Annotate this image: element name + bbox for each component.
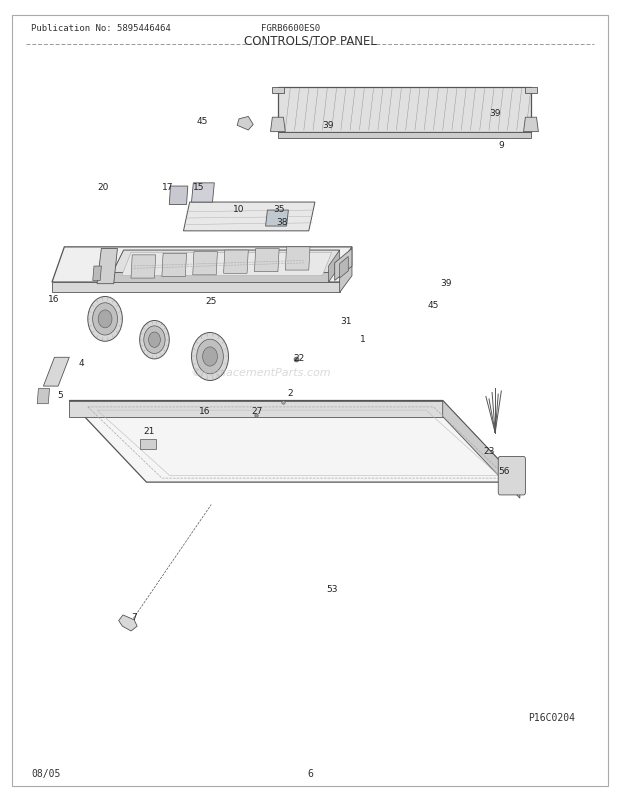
Text: FGRB6600ES0: FGRB6600ES0	[260, 24, 320, 33]
Circle shape	[192, 333, 229, 381]
Polygon shape	[112, 273, 329, 283]
Text: 20: 20	[97, 182, 109, 192]
Text: ©ReplacementParts.com: ©ReplacementParts.com	[190, 368, 331, 378]
Text: 2: 2	[288, 388, 293, 398]
Text: 27: 27	[252, 406, 264, 415]
Polygon shape	[329, 251, 340, 283]
Text: Publication No: 5895446464: Publication No: 5895446464	[31, 24, 171, 33]
Polygon shape	[523, 118, 538, 132]
Polygon shape	[52, 283, 340, 293]
Text: 45: 45	[197, 117, 208, 126]
Text: 25: 25	[206, 297, 217, 306]
Polygon shape	[237, 117, 253, 131]
Polygon shape	[254, 249, 279, 273]
Text: 22: 22	[293, 354, 304, 363]
Circle shape	[144, 326, 165, 354]
Polygon shape	[340, 248, 352, 293]
Circle shape	[203, 347, 218, 367]
Polygon shape	[340, 257, 348, 279]
Text: 17: 17	[162, 182, 174, 192]
Text: 16: 16	[48, 294, 60, 303]
Text: 38: 38	[277, 217, 288, 226]
Polygon shape	[265, 211, 288, 227]
Polygon shape	[192, 184, 215, 203]
Text: 53: 53	[326, 585, 337, 593]
Text: 56: 56	[498, 467, 510, 476]
Circle shape	[92, 303, 118, 335]
Polygon shape	[285, 248, 310, 271]
Text: 45: 45	[428, 301, 439, 310]
Polygon shape	[335, 249, 352, 282]
Polygon shape	[52, 248, 352, 283]
FancyBboxPatch shape	[498, 457, 525, 496]
Text: 16: 16	[199, 406, 211, 415]
Circle shape	[88, 297, 122, 342]
Text: 39: 39	[489, 109, 501, 118]
Polygon shape	[193, 253, 218, 276]
Polygon shape	[169, 187, 188, 205]
Circle shape	[149, 333, 161, 348]
Text: 39: 39	[323, 121, 334, 130]
Text: 35: 35	[273, 205, 285, 213]
Text: 31: 31	[340, 317, 352, 326]
Polygon shape	[224, 251, 248, 274]
Polygon shape	[69, 401, 443, 417]
Polygon shape	[278, 87, 531, 132]
Text: 21: 21	[144, 427, 155, 435]
Polygon shape	[37, 389, 50, 404]
Polygon shape	[97, 249, 117, 285]
Polygon shape	[43, 358, 69, 387]
Polygon shape	[112, 251, 340, 273]
Polygon shape	[69, 401, 520, 483]
Circle shape	[197, 340, 223, 375]
Text: 15: 15	[193, 182, 205, 192]
Polygon shape	[118, 615, 137, 631]
Polygon shape	[270, 118, 285, 132]
Text: 39: 39	[440, 278, 451, 287]
Text: 1: 1	[360, 334, 365, 343]
Circle shape	[140, 321, 169, 359]
Polygon shape	[131, 256, 156, 279]
Polygon shape	[525, 87, 537, 94]
Text: 5: 5	[57, 390, 63, 399]
Text: P16C0204: P16C0204	[528, 712, 575, 723]
Polygon shape	[162, 254, 187, 277]
Text: 08/05: 08/05	[31, 768, 60, 778]
Text: 6: 6	[307, 768, 313, 778]
Text: 9: 9	[498, 141, 504, 150]
Text: CONTROLS/TOP PANEL: CONTROLS/TOP PANEL	[244, 35, 376, 48]
Text: 7: 7	[131, 612, 137, 622]
Polygon shape	[93, 267, 102, 282]
Circle shape	[98, 310, 112, 329]
Polygon shape	[443, 401, 520, 499]
Text: 4: 4	[79, 358, 84, 367]
Text: 23: 23	[484, 446, 495, 455]
Polygon shape	[272, 87, 284, 94]
Polygon shape	[140, 439, 156, 449]
Text: 10: 10	[233, 205, 245, 213]
Polygon shape	[184, 203, 315, 232]
Polygon shape	[122, 253, 332, 277]
Polygon shape	[278, 132, 531, 139]
